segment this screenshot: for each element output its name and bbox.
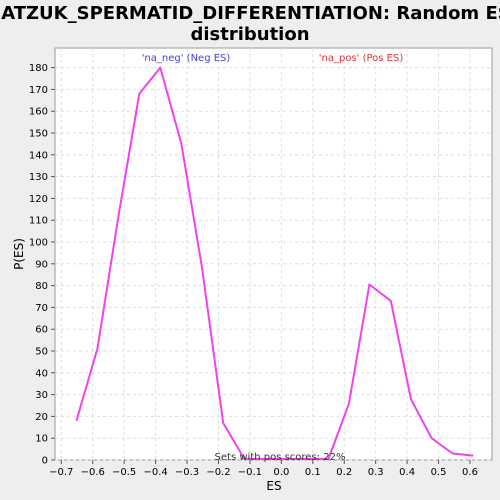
x-tick-label: −0.1 xyxy=(238,467,262,478)
y-tick-label: 70 xyxy=(35,303,48,314)
y-axis: 0 10 20 30 40 50 60 70 80 90 100 110 120 130 140 150 160… xyxy=(29,63,55,467)
x-tick-label: −0.5 xyxy=(112,467,136,478)
y-tick-label: 120 xyxy=(29,194,48,205)
series-layer xyxy=(75,66,474,460)
chart-title-line-2: distribution xyxy=(190,24,309,45)
x-tick-label: 0.6 xyxy=(462,467,478,478)
x-tick-label: 0.5 xyxy=(431,467,447,478)
y-tick-label: 110 xyxy=(29,216,48,227)
y-tick-label: 100 xyxy=(29,238,48,249)
chart-title-line-1: MATZUK_SPERMATID_DIFFERENTIATION: Random… xyxy=(0,3,500,24)
x-tick-label: −0.2 xyxy=(206,467,230,478)
pos-scores-footer: Sets with pos scores: 22% xyxy=(215,452,346,463)
x-tick-label: −0.4 xyxy=(143,467,167,478)
y-tick-label: 60 xyxy=(35,325,48,336)
y-tick-label: 40 xyxy=(35,368,48,379)
y-tick-label: 10 xyxy=(35,434,48,445)
x-tick-label: 0.0 xyxy=(273,467,289,478)
y-tick-label: 20 xyxy=(35,412,48,423)
x-tick-label: 0.2 xyxy=(336,467,352,478)
y-tick-label: 140 xyxy=(29,150,48,161)
y-tick-label: 160 xyxy=(29,107,48,118)
y-tick-label: 30 xyxy=(35,390,48,401)
y-tick-label: 80 xyxy=(35,281,48,292)
x-tick-label: 0.1 xyxy=(305,467,321,478)
x-tick-label: 0.4 xyxy=(399,467,415,478)
x-axis-label: ES xyxy=(266,479,281,493)
x-axis: −0.7 −0.6 −0.5 −0.4 −0.3 −0.2 −0.1 0.0 0.1 0.2 0.3… xyxy=(49,460,478,478)
y-tick-label: 130 xyxy=(29,172,48,183)
x-tick-label: −0.6 xyxy=(81,467,105,478)
neg-es-label: 'na_neg' (Neg ES) xyxy=(142,53,231,64)
series-line xyxy=(75,66,474,460)
pos-es-label: 'na_pos' (Pos ES) xyxy=(319,53,404,64)
x-tick-label: −0.7 xyxy=(49,467,73,478)
plot-area xyxy=(54,47,493,461)
y-tick-label: 0 xyxy=(42,456,48,467)
x-tick-label: 0.3 xyxy=(368,467,384,478)
grid xyxy=(55,48,492,461)
y-tick-label: 170 xyxy=(29,85,48,96)
y-tick-label: 180 xyxy=(29,63,48,74)
y-tick-label: 150 xyxy=(29,129,48,140)
y-tick-label: 50 xyxy=(35,347,48,358)
y-axis-label: P(ES) xyxy=(12,238,26,270)
x-tick-label: −0.3 xyxy=(175,467,199,478)
y-tick-label: 90 xyxy=(35,259,48,270)
